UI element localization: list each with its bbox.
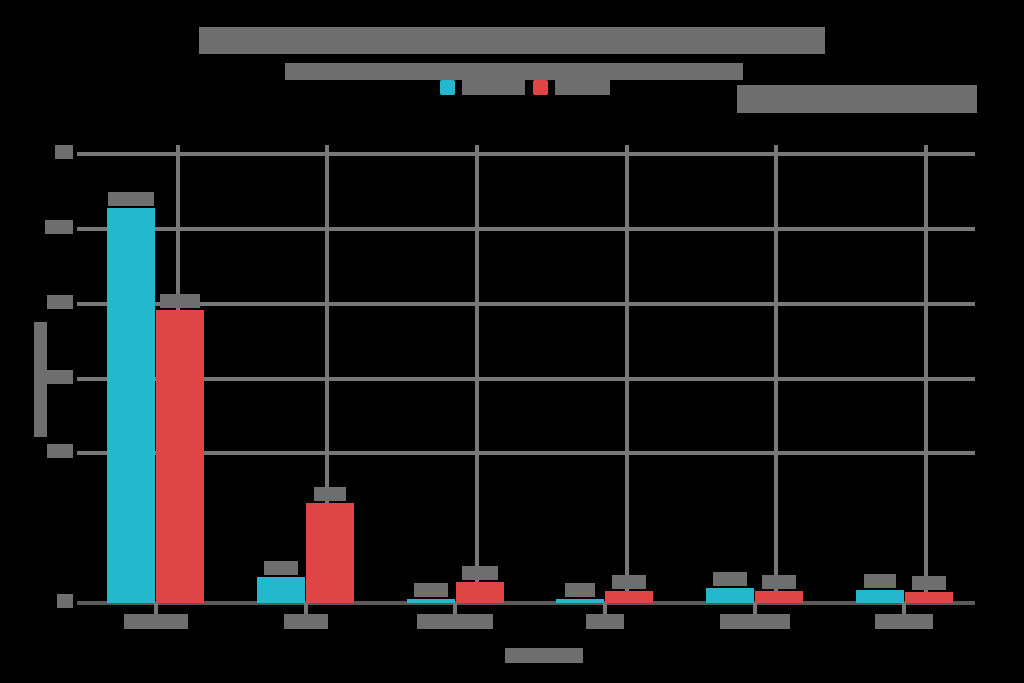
bar[interactable]: [306, 503, 354, 603]
watermark: [redacted watermark]: [737, 85, 977, 113]
bar[interactable]: [455, 582, 504, 603]
bar-data-label: [a6]: [863, 574, 896, 589]
gridline-vertical: [475, 145, 479, 603]
bar-group: [a4] [b4]: [556, 147, 654, 605]
bar-data-label: [b6]: [911, 575, 946, 590]
bar-data-label: [b4]: [612, 575, 647, 590]
x-axis-tick-label: [cat-2]: [283, 614, 328, 629]
bar-group: [a5] [b5]: [706, 147, 803, 605]
bar-data-label: [b3]: [461, 566, 498, 581]
x-axis-tick-label: [cat-1]: [123, 614, 188, 629]
plot-area: [a1] [b1] [a2] [b2] [a3] [b3] [a4] [b4] [a5] [b5]…: [77, 145, 975, 605]
y-axis-tick-label: [y5]: [45, 219, 73, 234]
bar[interactable]: [605, 591, 654, 603]
bar[interactable]: [706, 588, 754, 603]
x-axis-tick-mark: [153, 603, 158, 615]
bar-data-label: [a3]: [413, 583, 448, 597]
y-axis-title: [redacted]: [34, 322, 47, 437]
y-axis-tick-label: [y3]: [43, 369, 73, 384]
gridline-vertical: [774, 145, 778, 603]
chart-legend: [series-a] [series-b]: [440, 77, 610, 97]
legend-item-series-a[interactable]: [series-a]: [440, 79, 525, 95]
x-axis-title: [redacted]: [505, 648, 583, 663]
y-axis-tick-label: [y4]: [47, 294, 73, 309]
bar-group: [a3] [b3]: [406, 147, 504, 605]
bar-data-label: [b2]: [314, 487, 346, 502]
bar-data-label: [a5]: [713, 572, 747, 587]
legend-swatch-icon-b: [533, 79, 548, 95]
legend-label-series-a: [series-a]: [462, 79, 525, 95]
bar[interactable]: [156, 310, 205, 603]
bar-data-label: [a4]: [565, 583, 596, 597]
y-axis-tick-label: [y0]: [57, 594, 73, 608]
x-axis-tick-mark: [752, 603, 757, 615]
gridline-vertical: [625, 145, 629, 603]
bar[interactable]: [556, 599, 605, 603]
bar[interactable]: [904, 591, 953, 603]
y-axis-tick-label: [y2]: [47, 444, 73, 459]
chart-subtitle: [redacted subtitle]: [285, 63, 743, 80]
x-axis-tick-mark: [602, 603, 607, 615]
bar[interactable]: [755, 591, 803, 603]
bar-group: [a6] [b6]: [855, 147, 953, 605]
bar[interactable]: [855, 590, 904, 603]
bar[interactable]: [406, 599, 455, 603]
bar[interactable]: [107, 207, 156, 603]
gridline-horizontal: [77, 226, 975, 231]
x-axis-line: [77, 601, 975, 604]
bar[interactable]: [257, 576, 305, 603]
gridline-horizontal: [77, 152, 975, 156]
x-axis-tick-mark: [902, 603, 907, 615]
gridline-horizontal: [77, 376, 975, 381]
chart-title: [redacted title]: [199, 27, 825, 54]
bar-data-label: [b1]: [160, 294, 201, 309]
legend-label-series-b: [series-b]: [555, 79, 610, 95]
bar-data-label: [a1]: [108, 191, 155, 206]
gridline-vertical: [325, 145, 329, 603]
bar-data-label: [a2]: [264, 560, 298, 575]
x-axis-tick-label: [cat-5]: [719, 614, 790, 629]
x-axis-tick-label: [cat-3]: [417, 614, 494, 629]
legend-swatch-icon-a: [440, 79, 455, 95]
legend-item-series-b[interactable]: [series-b]: [533, 79, 610, 95]
bar-group: [a2] [b2]: [257, 147, 354, 605]
x-axis-tick-mark: [453, 603, 458, 615]
gridline-horizontal: [77, 451, 975, 456]
x-axis-tick-label: [cat-4]: [585, 614, 624, 629]
x-axis-tick-label: [cat-6]: [875, 614, 934, 629]
bar-data-label: [b5]: [762, 575, 796, 590]
y-axis-tick-label: [y6]: [55, 145, 73, 159]
bar-group: [a1] [b1]: [107, 147, 205, 605]
gridline-horizontal: [77, 301, 975, 306]
x-axis-tick-mark: [303, 603, 308, 615]
gridline-vertical: [924, 145, 928, 603]
